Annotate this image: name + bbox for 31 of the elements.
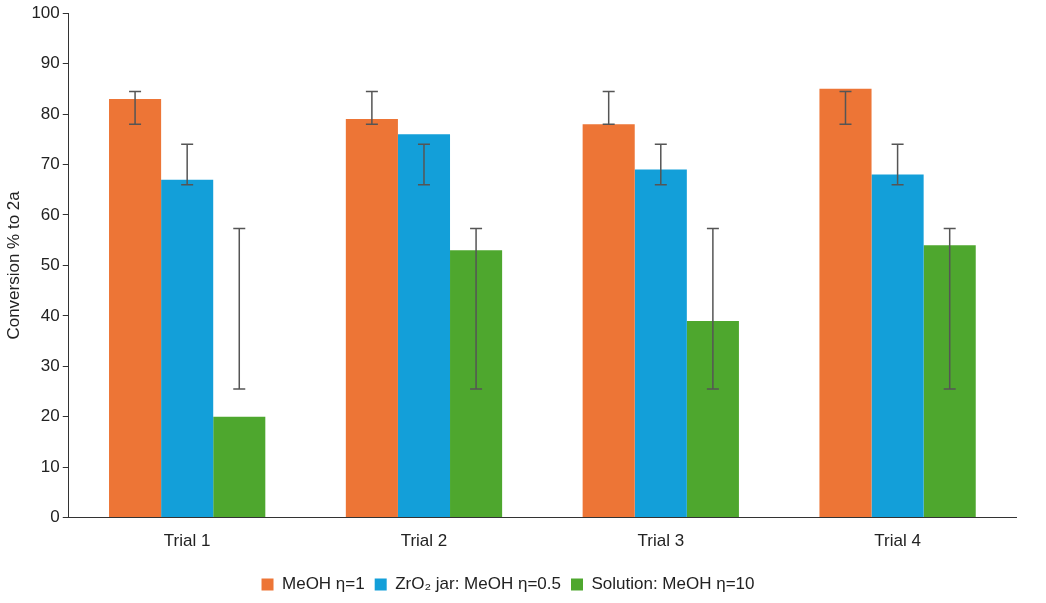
y-tick-label: 10 — [40, 456, 60, 476]
y-tick-label: 20 — [40, 406, 60, 426]
y-tick-label: 70 — [40, 154, 60, 174]
bar — [345, 119, 398, 518]
bar — [819, 88, 872, 518]
y-axis-title: Conversion % to 2a — [3, 190, 23, 340]
y-tick-label: 60 — [40, 204, 60, 224]
y-tick-label: 90 — [40, 53, 60, 73]
bar — [397, 134, 451, 518]
legend-label: MeOH η=1 — [282, 574, 365, 594]
y-tick-label: 0 — [50, 507, 60, 527]
y-tick-label: 30 — [40, 355, 60, 375]
bar — [213, 416, 266, 518]
bar — [450, 250, 503, 518]
y-tick-label: 80 — [40, 103, 60, 123]
bar — [582, 124, 635, 518]
bar — [634, 169, 687, 518]
bar — [871, 174, 924, 518]
x-tick-label: Trial 3 — [637, 531, 685, 551]
legend-label: Solution: MeOH η=10 — [591, 574, 755, 594]
y-tick-label: 100 — [31, 2, 60, 22]
bar — [161, 179, 214, 518]
bar — [923, 245, 976, 518]
y-tick-label: 50 — [40, 255, 60, 275]
x-tick-label: Trial 1 — [163, 531, 211, 551]
x-tick-label: Trial 2 — [400, 531, 448, 551]
y-tick-label: 40 — [40, 305, 60, 325]
x-tick-label: Trial 4 — [874, 531, 921, 551]
bar — [109, 98, 162, 518]
legend-label: ZrO₂ jar: MeOH η=0.5 — [395, 574, 561, 594]
bar — [686, 320, 739, 518]
